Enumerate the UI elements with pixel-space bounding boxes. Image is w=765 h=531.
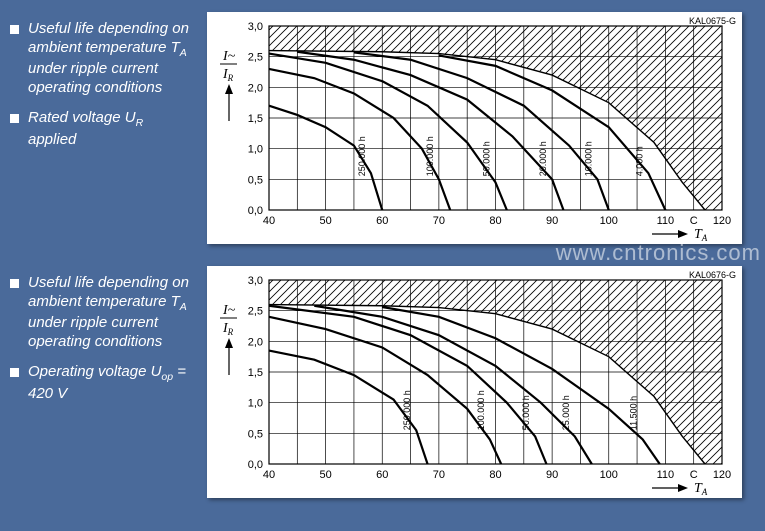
- svg-text:1,0: 1,0: [248, 144, 263, 156]
- svg-text:1,0: 1,0: [248, 398, 263, 410]
- svg-text:80: 80: [489, 469, 501, 481]
- svg-text:10.000 h: 10.000 h: [583, 141, 593, 176]
- svg-text:I~: I~: [222, 303, 236, 318]
- svg-text:70: 70: [433, 469, 445, 481]
- svg-text:2,5: 2,5: [248, 306, 263, 318]
- svg-text:50: 50: [320, 215, 332, 227]
- svg-text:4.000 h: 4.000 h: [634, 146, 644, 176]
- svg-text:0,0: 0,0: [248, 459, 263, 471]
- svg-text:90: 90: [546, 215, 558, 227]
- svg-text:250.000 h: 250.000 h: [402, 390, 412, 430]
- svg-text:80: 80: [489, 215, 501, 227]
- svg-text:40: 40: [263, 215, 275, 227]
- svg-text:60: 60: [376, 215, 388, 227]
- svg-text:250.000 h: 250.000 h: [357, 136, 367, 176]
- svg-text:70: 70: [433, 215, 445, 227]
- svg-text:100: 100: [600, 469, 618, 481]
- bullet-list-2: Useful life depending on ambient tempera…: [10, 274, 195, 403]
- chart-id-1: KAL0675-G: [689, 16, 736, 26]
- svg-text:90: 90: [546, 469, 558, 481]
- svg-text:IR: IR: [222, 67, 234, 83]
- bullet-list-1: Useful life depending on ambient tempera…: [10, 20, 195, 149]
- svg-text:I~: I~: [222, 49, 236, 64]
- row-chart-1: Useful life depending on ambient tempera…: [10, 12, 755, 244]
- svg-text:11.500 h: 11.500 h: [629, 396, 639, 430]
- svg-text:100.000 h: 100.000 h: [425, 136, 435, 176]
- svg-text:TA: TA: [694, 481, 708, 497]
- bullet-item: Useful life depending on ambient tempera…: [10, 20, 195, 97]
- svg-text:3,0: 3,0: [248, 21, 263, 33]
- svg-text:100.000 h: 100.000 h: [476, 390, 486, 430]
- svg-text:1,5: 1,5: [248, 367, 263, 379]
- svg-text:50: 50: [320, 469, 332, 481]
- svg-text:3,0: 3,0: [248, 275, 263, 287]
- svg-text:2,0: 2,0: [248, 82, 263, 94]
- bullet-item: Useful life depending on ambient tempera…: [10, 274, 195, 351]
- svg-text:0,0: 0,0: [248, 205, 263, 217]
- svg-text:25.000 h: 25.000 h: [561, 395, 571, 430]
- chart-1: KAL0675-G 40 50 60 70 80 90 100 110 120 0,0 0,5 1,0…: [207, 12, 742, 244]
- svg-text:60: 60: [376, 469, 388, 481]
- svg-text:IR: IR: [222, 321, 234, 337]
- svg-text:110: 110: [657, 469, 675, 481]
- svg-text:2,5: 2,5: [248, 52, 263, 64]
- svg-text:40: 40: [263, 469, 275, 481]
- svg-text:20.000 h: 20.000 h: [538, 141, 548, 176]
- svg-text:50.000 h: 50.000 h: [482, 141, 492, 176]
- chart-svg-1: 40 50 60 70 80 90 100 110 120 0,0 0,5 1,0 1,5 2,0 2,5 3…: [207, 12, 742, 244]
- svg-text:120: 120: [713, 215, 731, 227]
- svg-text:50.000 h: 50.000 h: [521, 395, 531, 430]
- side-text-1: Useful life depending on ambient tempera…: [10, 12, 195, 161]
- svg-text:C: C: [690, 215, 698, 227]
- side-text-2: Useful life depending on ambient tempera…: [10, 266, 195, 415]
- watermark: www.cntronics.com: [556, 240, 761, 266]
- chart-2: KAL0676-G 40 50 60 70 80 90 100 110 120 0,0 0,5 1,0…: [207, 266, 742, 498]
- bullet-item: Rated voltage UR applied: [10, 109, 195, 149]
- bullet-item: Operating voltage Uop = 420 V: [10, 363, 195, 403]
- svg-text:C: C: [690, 469, 698, 481]
- svg-text:0,5: 0,5: [248, 174, 263, 186]
- row-chart-2: Useful life depending on ambient tempera…: [10, 266, 755, 498]
- svg-text:110: 110: [657, 215, 675, 227]
- chart-id-2: KAL0676-G: [689, 270, 736, 280]
- chart-svg-2: 40 50 60 70 80 90 100 110 120 0,0 0,5 1,0 1,5 2,0 2,5 3…: [207, 266, 742, 498]
- svg-text:120: 120: [713, 469, 731, 481]
- svg-text:0,5: 0,5: [248, 428, 263, 440]
- svg-text:1,5: 1,5: [248, 113, 263, 125]
- svg-text:100: 100: [600, 215, 618, 227]
- svg-text:2,0: 2,0: [248, 336, 263, 348]
